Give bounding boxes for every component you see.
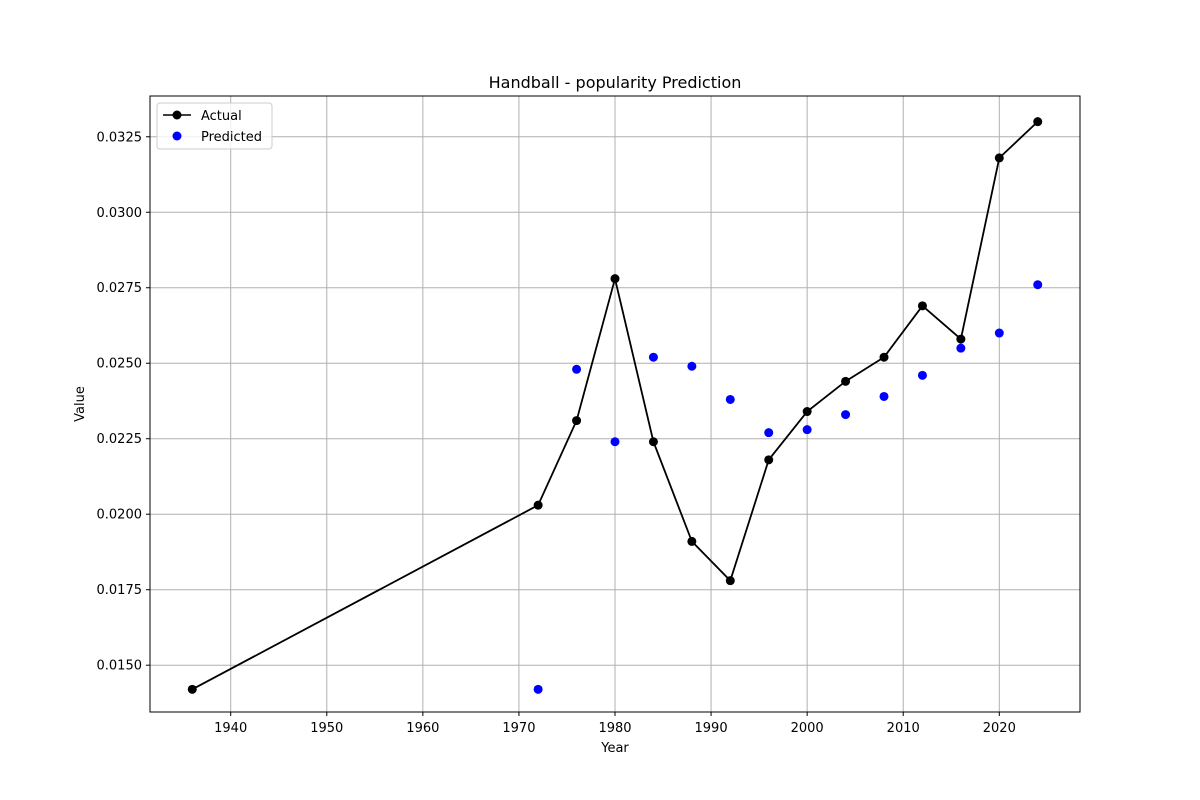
x-tick-label: 2020 xyxy=(983,721,1016,736)
predicted-point xyxy=(648,352,658,362)
x-tick-label: 1970 xyxy=(502,721,535,736)
actual-point xyxy=(1033,117,1043,127)
predicted-point xyxy=(687,361,697,371)
x-tick-label: 1940 xyxy=(214,721,247,736)
predicted-point xyxy=(533,684,543,694)
x-tick-label: 2010 xyxy=(887,721,920,736)
predicted-point xyxy=(802,425,812,435)
x-tick-label: 1990 xyxy=(695,721,728,736)
actual-point xyxy=(187,684,197,694)
actual-point xyxy=(956,334,966,344)
x-tick-label: 1960 xyxy=(406,721,439,736)
x-tick-label: 2000 xyxy=(791,721,824,736)
legend-predicted-marker xyxy=(172,131,182,141)
series-layer xyxy=(187,117,1043,694)
actual-point xyxy=(879,352,889,362)
actual-point xyxy=(802,407,812,417)
predicted-point xyxy=(841,410,851,420)
actual-point xyxy=(610,274,620,284)
legend-actual-label: Actual xyxy=(201,109,242,124)
ticks: 1940 1950 1960 1970 1980 1990 2000 2010 2020 0.01… xyxy=(97,130,1016,736)
x-tick-label: 1980 xyxy=(598,721,631,736)
predicted-point xyxy=(764,428,774,438)
actual-point xyxy=(725,576,735,586)
predicted-point xyxy=(610,437,620,447)
actual-point xyxy=(994,153,1004,163)
y-tick-label: 0.0300 xyxy=(97,206,143,221)
y-tick-label: 0.0225 xyxy=(97,432,143,447)
chart-title: Handball - popularity Prediction xyxy=(489,73,742,92)
y-axis-label: Value xyxy=(73,386,88,422)
predicted-point xyxy=(879,391,889,401)
predicted-point xyxy=(572,364,582,374)
predicted-point xyxy=(917,370,927,380)
y-tick-label: 0.0175 xyxy=(97,583,143,598)
grid xyxy=(150,96,1080,712)
y-tick-label: 0.0150 xyxy=(97,659,143,674)
y-tick-label: 0.0200 xyxy=(97,508,143,523)
actual-point xyxy=(841,376,851,386)
legend-actual-marker xyxy=(172,110,182,120)
actual-point xyxy=(764,455,774,465)
y-tick-label: 0.0275 xyxy=(97,281,143,296)
predicted-point xyxy=(1033,280,1043,290)
actual-point xyxy=(687,536,697,546)
actual-point xyxy=(572,416,582,426)
actual-point xyxy=(648,437,658,447)
x-axis-label: Year xyxy=(600,741,629,756)
predicted-point xyxy=(725,394,735,404)
actual-point xyxy=(917,301,927,311)
predicted-point xyxy=(956,343,966,353)
legend: Actual Predicted xyxy=(156,102,273,150)
x-tick-label: 1950 xyxy=(310,721,343,736)
y-tick-label: 0.0325 xyxy=(97,130,143,145)
predicted-point xyxy=(994,328,1004,338)
y-tick-label: 0.0250 xyxy=(97,357,143,372)
legend-predicted-label: Predicted xyxy=(201,130,262,145)
actual-point xyxy=(533,500,543,510)
